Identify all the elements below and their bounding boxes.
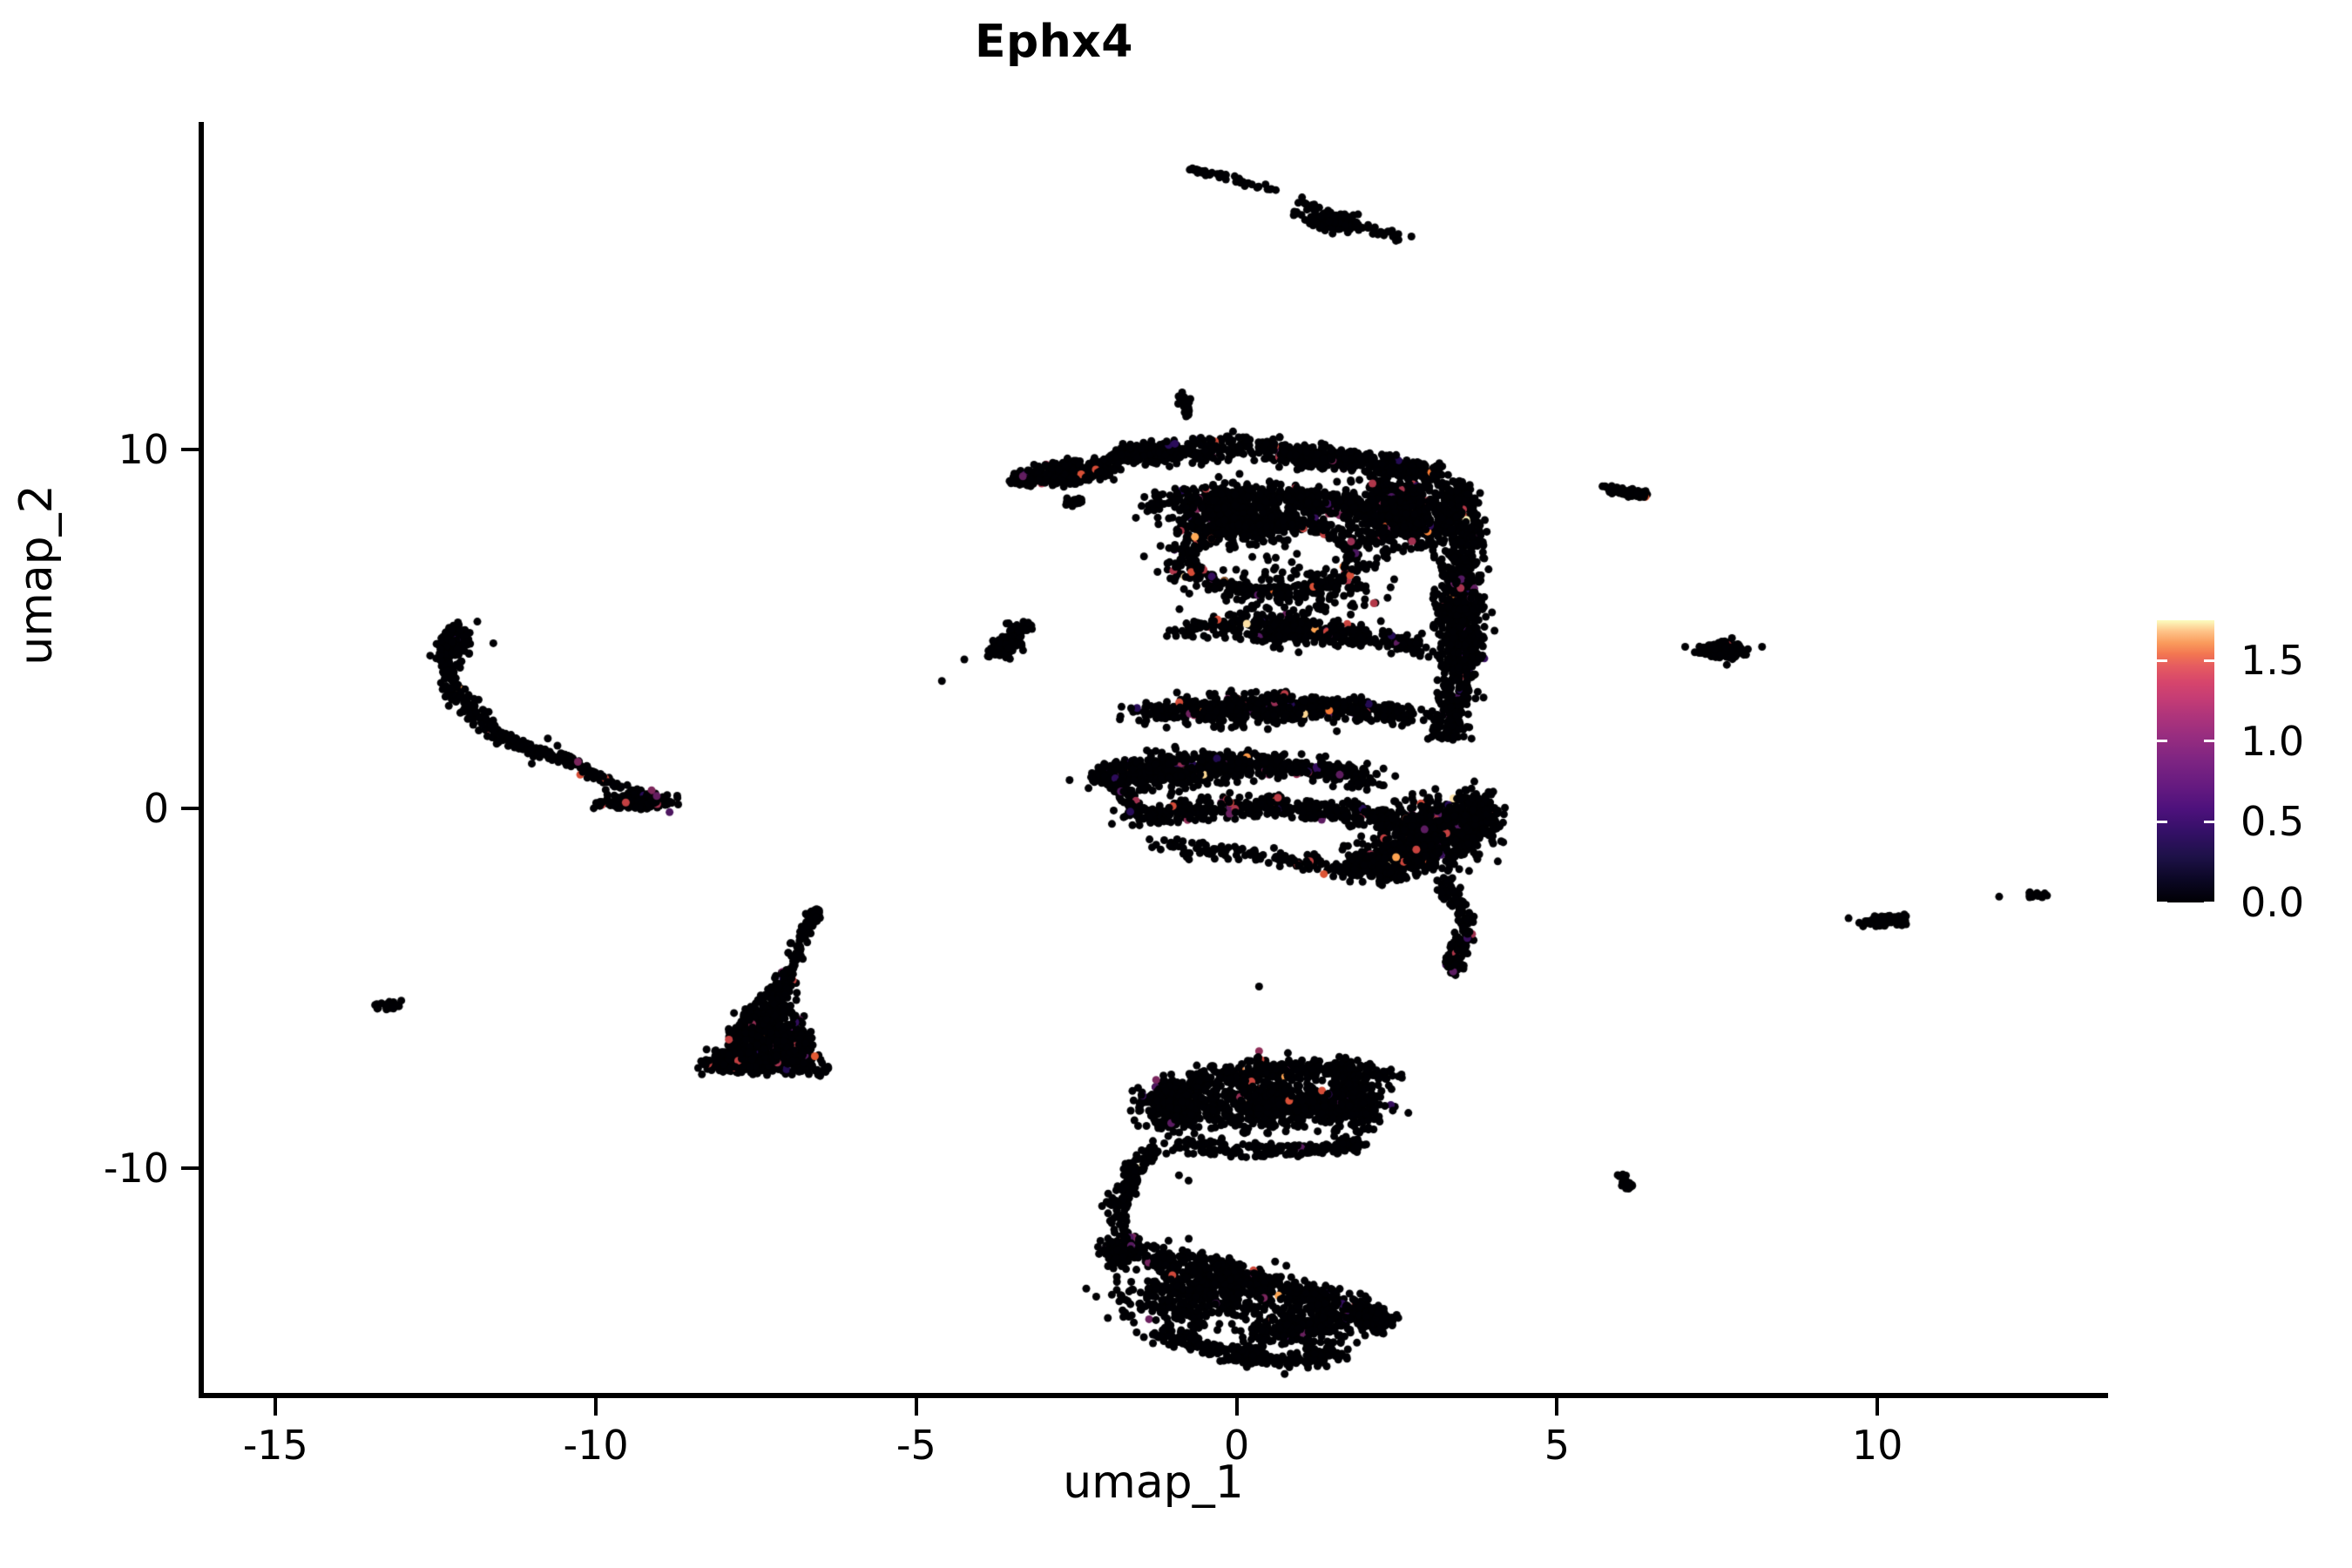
colorbar-tick-label: 0.0 [2240,879,2305,926]
plot-axes: -15 -10 -5 0 5 10 -10 0 10 [104,122,2108,1469]
colorbar-tick-mark [2204,820,2214,823]
colorbar-tick-label: 1.5 [2240,637,2305,685]
y-tick-mark [181,807,199,811]
colorbar-tick-label: 1.0 [2240,717,2305,765]
y-tick-mark [181,1166,199,1170]
colorbar-tick-mark [2157,820,2167,823]
colorbar-tick-mark [2204,740,2214,743]
y-tick-label: 10 [118,425,169,473]
x-tick-label: 0 [1223,1422,1250,1469]
x-tick-label: 10 [1851,1422,1903,1469]
x-tick-mark [274,1398,278,1416]
colorbar-tick-mark [2204,659,2214,662]
y-tick-mark [181,447,199,451]
y-tick-label: -10 [103,1144,169,1192]
colorbar-gradient [2157,620,2214,902]
x-axis-label: umap_1 [1063,1456,1244,1509]
page-title: Ephx4 [975,16,1133,68]
colorbar [2157,620,2214,904]
x-tick-mark [1876,1398,1880,1416]
colorbar-tick-mark [2157,740,2167,743]
x-tick-label: -5 [896,1422,936,1469]
y-axis-label: umap_2 [10,484,63,666]
x-tick-mark [594,1398,598,1416]
colorbar-tick-label: 0.5 [2240,798,2305,846]
y-tick-label: 0 [143,785,169,833]
x-tick-mark [914,1398,918,1416]
x-tick-label: -15 [242,1422,308,1469]
colorbar-tick-mark [2157,901,2167,904]
colorbar-tick-mark [2157,659,2167,662]
scatter-points-layer [199,122,2108,1398]
colorbar-tick-mark [2204,901,2214,904]
x-tick-label: -10 [563,1422,629,1469]
x-tick-label: 5 [1544,1422,1571,1469]
x-tick-mark [1234,1398,1239,1416]
x-tick-mark [1555,1398,1559,1416]
